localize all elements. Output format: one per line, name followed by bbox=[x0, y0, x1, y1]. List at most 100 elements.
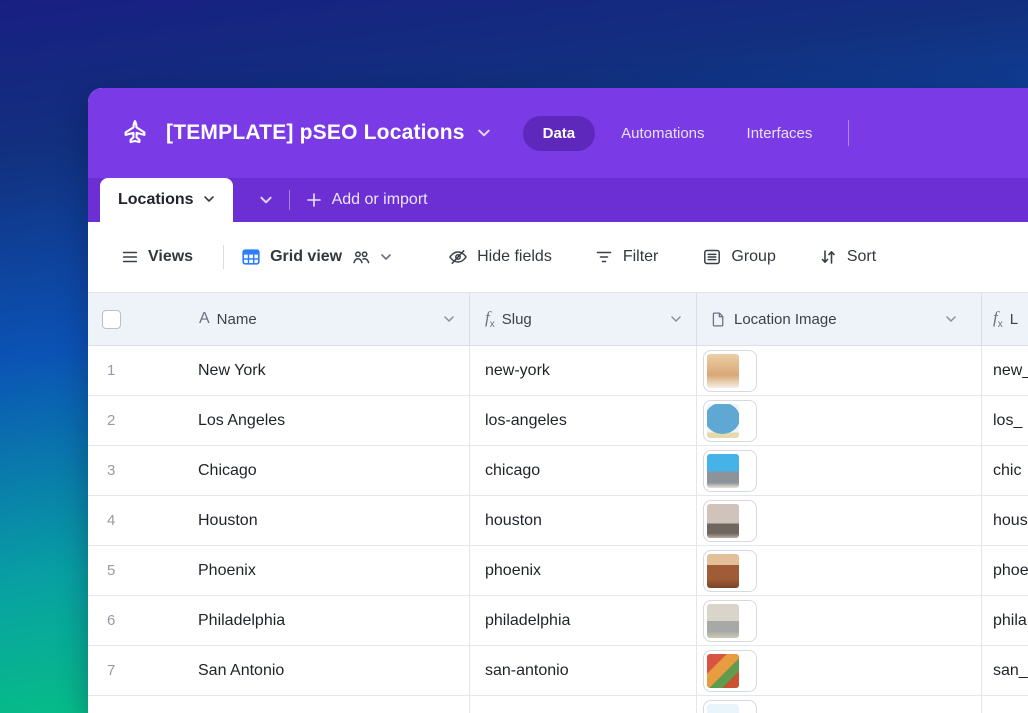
eye-slash-icon bbox=[448, 247, 468, 267]
city-photo bbox=[707, 403, 739, 438]
filter-button[interactable]: Filter bbox=[594, 247, 659, 267]
column-header-slug[interactable]: fx Slug bbox=[470, 293, 697, 345]
image-thumbnail[interactable] bbox=[703, 349, 757, 392]
cell-name[interactable]: 5 Phoenix bbox=[88, 546, 470, 595]
table-row-partial bbox=[88, 696, 1028, 713]
cell-location-image[interactable] bbox=[697, 596, 982, 645]
sort-button[interactable]: Sort bbox=[818, 247, 876, 267]
row-number: 7 bbox=[107, 662, 116, 679]
cell-name[interactable] bbox=[88, 696, 470, 713]
image-thumbnail[interactable] bbox=[703, 399, 757, 442]
image-filename-value: new_ bbox=[993, 361, 1028, 379]
group-button[interactable]: Group bbox=[702, 247, 776, 267]
chevron-down-icon bbox=[380, 251, 392, 263]
cell-truncated[interactable] bbox=[982, 696, 1028, 713]
name-value: Chicago bbox=[198, 461, 257, 479]
table-row: 2 Los Angeles los-angeles los_ bbox=[88, 396, 1028, 446]
image-filename-value: chic bbox=[993, 461, 1022, 479]
grid-view-button[interactable]: Grid view bbox=[241, 247, 392, 267]
image-filename-value: phila bbox=[993, 611, 1027, 629]
tab-interfaces[interactable]: Interfaces bbox=[746, 124, 813, 142]
attachment-icon bbox=[710, 311, 727, 328]
row-number: 4 bbox=[107, 512, 116, 529]
cell-slug[interactable]: new-york bbox=[470, 346, 697, 395]
formula-icon: fx bbox=[993, 308, 1003, 330]
column-header-name[interactable]: A Name bbox=[88, 293, 470, 345]
cell-name[interactable]: 2 Los Angeles bbox=[88, 396, 470, 445]
city-photo bbox=[707, 353, 739, 388]
hamburger-menu-icon bbox=[121, 248, 139, 266]
chevron-down-icon[interactable] bbox=[945, 313, 957, 325]
views-button[interactable]: Views bbox=[121, 248, 193, 266]
column-header-truncated[interactable]: fx L bbox=[982, 293, 1028, 345]
tab-data[interactable]: Data bbox=[522, 115, 596, 151]
select-all-checkbox[interactable] bbox=[102, 309, 121, 329]
cell-truncated[interactable]: phila bbox=[982, 596, 1028, 645]
chevron-down-icon[interactable] bbox=[670, 313, 682, 325]
view-toolbar: Views Grid view bbox=[88, 222, 1028, 293]
cell-truncated[interactable]: san_ bbox=[982, 646, 1028, 695]
table-tab-locations[interactable]: Locations bbox=[100, 178, 233, 222]
cell-location-image[interactable] bbox=[697, 646, 982, 695]
cell-truncated[interactable]: chic bbox=[982, 446, 1028, 495]
base-title-menu[interactable]: [TEMPLATE] pSEO Locations bbox=[166, 120, 491, 146]
plane-base-icon[interactable] bbox=[118, 116, 152, 150]
cell-truncated[interactable]: hous bbox=[982, 496, 1028, 545]
cell-slug[interactable]: houston bbox=[470, 496, 697, 545]
cell-location-image[interactable] bbox=[697, 546, 982, 595]
cell-slug[interactable]: san-antonio bbox=[470, 646, 697, 695]
cell-slug[interactable]: los-angeles bbox=[470, 396, 697, 445]
slug-value: chicago bbox=[485, 461, 541, 479]
image-thumbnail[interactable] bbox=[703, 699, 757, 713]
column-header-location-image[interactable]: Location Image bbox=[697, 293, 982, 345]
cell-location-image[interactable] bbox=[697, 446, 982, 495]
grid-view-icon bbox=[241, 247, 261, 267]
cell-name[interactable]: 6 Philadelphia bbox=[88, 596, 470, 645]
cell-location-image[interactable] bbox=[697, 696, 982, 713]
filter-label: Filter bbox=[622, 248, 659, 265]
row-number: 3 bbox=[107, 462, 116, 479]
row-number: 1 bbox=[107, 362, 116, 379]
slug-value: phoenix bbox=[485, 561, 542, 579]
image-thumbnail[interactable] bbox=[703, 599, 757, 642]
cell-truncated[interactable]: new_ bbox=[982, 346, 1028, 395]
chevron-down-icon[interactable] bbox=[203, 192, 215, 210]
hide-fields-button[interactable]: Hide fields bbox=[448, 247, 552, 267]
cell-location-image[interactable] bbox=[697, 396, 982, 445]
column-label: Name bbox=[216, 310, 257, 328]
cell-truncated[interactable]: phoe bbox=[982, 546, 1028, 595]
table-row: 5 Phoenix phoenix phoe bbox=[88, 546, 1028, 596]
image-thumbnail[interactable] bbox=[703, 499, 757, 542]
name-value: San Antonio bbox=[198, 661, 285, 679]
chevron-down-icon[interactable] bbox=[443, 313, 455, 325]
cell-name[interactable]: 3 Chicago bbox=[88, 446, 470, 495]
sort-label: Sort bbox=[846, 248, 877, 265]
cell-slug[interactable] bbox=[470, 696, 697, 713]
cell-slug[interactable]: chicago bbox=[470, 446, 697, 495]
table-row: 3 Chicago chicago chic bbox=[88, 446, 1028, 496]
city-photo bbox=[707, 653, 739, 688]
table-list-chevron-icon[interactable] bbox=[259, 193, 273, 207]
image-thumbnail[interactable] bbox=[703, 649, 757, 692]
image-filename-value: san_ bbox=[993, 661, 1028, 679]
tab-automations[interactable]: Automations bbox=[621, 124, 705, 142]
column-label: Slug bbox=[501, 310, 532, 328]
cell-name[interactable]: 1 New York bbox=[88, 346, 470, 395]
row-number: 6 bbox=[107, 612, 116, 629]
cell-truncated[interactable]: los_ bbox=[982, 396, 1028, 445]
cell-location-image[interactable] bbox=[697, 496, 982, 545]
group-label: Group bbox=[731, 248, 776, 265]
views-label: Views bbox=[148, 248, 194, 265]
table-row: 1 New York new-york new_ bbox=[88, 346, 1028, 396]
cell-name[interactable]: 4 Houston bbox=[88, 496, 470, 545]
cell-location-image[interactable] bbox=[697, 346, 982, 395]
cell-slug[interactable]: phoenix bbox=[470, 546, 697, 595]
cell-slug[interactable]: philadelphia bbox=[470, 596, 697, 645]
cell-name[interactable]: 7 San Antonio bbox=[88, 646, 470, 695]
image-thumbnail[interactable] bbox=[703, 549, 757, 592]
image-thumbnail[interactable] bbox=[703, 449, 757, 492]
formula-icon: fx bbox=[485, 308, 495, 330]
add-or-import-button[interactable]: Add or import bbox=[306, 191, 428, 209]
image-filename-value: hous bbox=[993, 511, 1028, 529]
